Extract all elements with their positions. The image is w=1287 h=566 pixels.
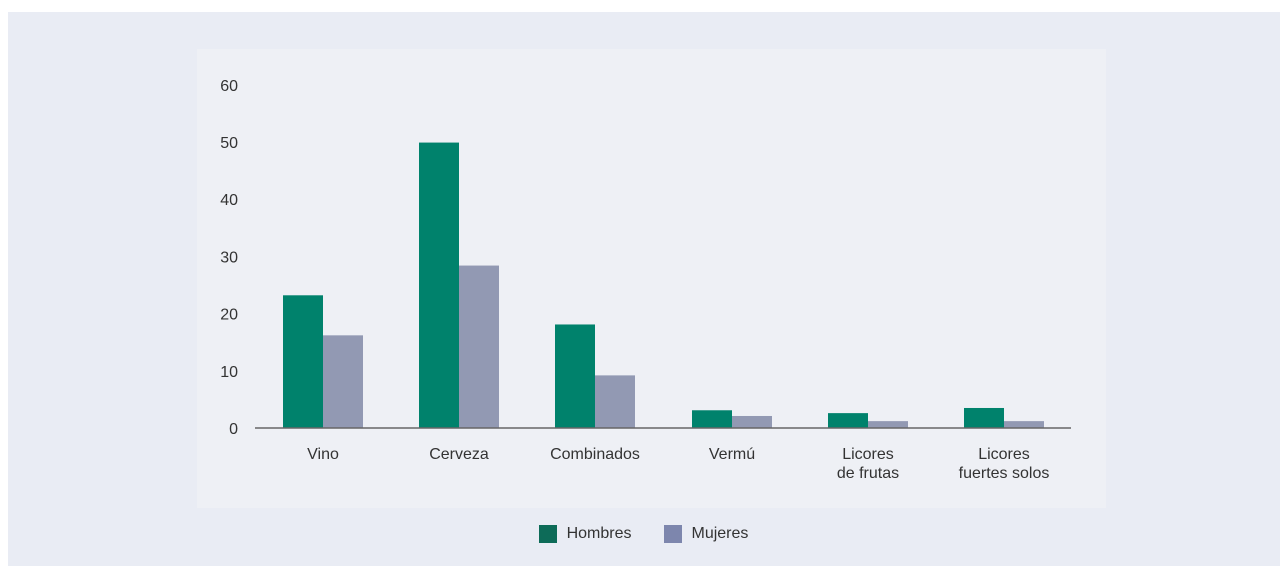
y-tick-label: 10 (220, 364, 238, 381)
x-tick-label: Cerveza (429, 446, 489, 463)
x-tick-label: Licores fuertes solos (959, 446, 1050, 482)
bar-hombres (964, 407, 1004, 428)
bar-hombres (419, 142, 459, 428)
x-tick-label: Vermú (709, 446, 755, 463)
y-tick-label: 20 (220, 307, 238, 324)
bar-mujeres (323, 335, 363, 428)
legend-swatch-hombres (538, 525, 557, 543)
bar-mujeres (595, 375, 635, 428)
bars (283, 142, 1044, 428)
y-tick-label: 40 (220, 192, 238, 209)
y-axis-ticks: 0 10 20 30 40 50 60 (220, 78, 238, 438)
bar-mujeres (732, 415, 772, 428)
bar-hombres (692, 410, 732, 428)
x-tick-label: Vino (307, 446, 339, 463)
legend-item-mujeres: Mujeres (663, 525, 749, 543)
x-tick-label: Licores de frutas (837, 446, 899, 482)
x-tick-label: Combinados (550, 446, 640, 463)
y-tick-label: 0 (229, 421, 238, 438)
bar-mujeres (868, 421, 908, 428)
legend: Hombres Mujeres (0, 525, 1287, 543)
y-tick-label: 60 (220, 78, 238, 95)
bar-mujeres (459, 265, 499, 428)
bar-hombres (555, 324, 595, 428)
bar-hombres (828, 413, 868, 428)
y-tick-label: 30 (220, 249, 238, 266)
bar-hombres (283, 295, 323, 428)
legend-swatch-mujeres (663, 525, 682, 543)
chart-panel (197, 49, 1106, 508)
y-tick-label: 50 (220, 135, 238, 152)
legend-label-hombres: Hombres (566, 525, 632, 542)
legend-item-hombres: Hombres (538, 525, 632, 543)
bar-mujeres (1004, 421, 1044, 428)
legend-label-mujeres: Mujeres (691, 525, 749, 542)
x-axis-labels: Vino Cerveza Combinados Vermú Licores de frut… (307, 446, 1049, 482)
